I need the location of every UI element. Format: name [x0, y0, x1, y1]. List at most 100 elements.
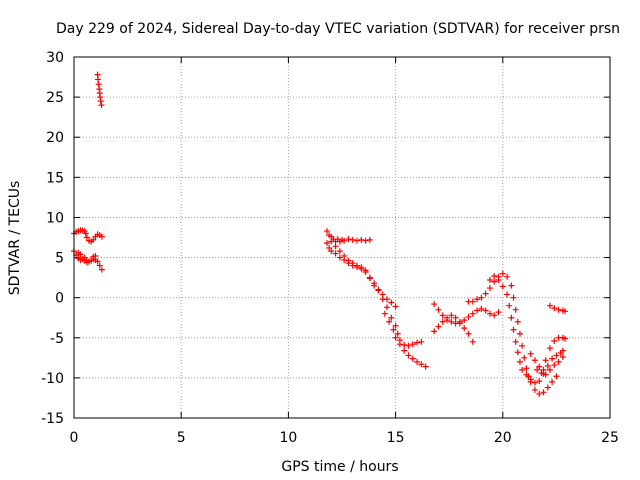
data-point	[439, 312, 446, 319]
data-point	[482, 290, 489, 297]
data-point	[456, 318, 463, 325]
data-point	[561, 308, 568, 315]
y-tick-label: 15	[46, 170, 64, 186]
data-point	[401, 347, 408, 354]
data-point	[358, 236, 365, 243]
data-point	[549, 378, 556, 385]
data-point	[414, 358, 421, 365]
series-evening-low	[431, 301, 502, 327]
data-point	[345, 236, 352, 243]
data-point	[551, 305, 558, 312]
x-tick-label: 10	[279, 430, 297, 446]
data-point	[326, 244, 333, 251]
y-axis-label: SDTVAR / TECUs	[7, 181, 23, 296]
data-point	[349, 236, 356, 243]
data-point	[371, 282, 378, 289]
y-tick-label: -5	[50, 331, 64, 347]
data-point	[551, 337, 558, 344]
data-point	[461, 317, 468, 324]
data-point	[341, 237, 348, 244]
data-point	[519, 342, 526, 349]
data-point	[534, 366, 541, 373]
data-point	[362, 267, 369, 274]
data-point	[540, 366, 547, 373]
x-tick-label: 25	[601, 430, 619, 446]
data-point	[448, 312, 455, 319]
data-point	[512, 306, 519, 313]
data-point	[482, 307, 489, 314]
data-point	[514, 349, 521, 356]
series-early-high	[71, 227, 105, 245]
data-point	[394, 330, 401, 337]
data-point	[499, 283, 506, 290]
data-point	[435, 323, 442, 330]
series-midday-lower	[323, 240, 429, 370]
series-midday-branch	[328, 238, 425, 349]
data-point	[474, 296, 481, 303]
data-point	[486, 277, 493, 284]
plot-frame	[73, 56, 611, 419]
y-tick-label: -15	[41, 411, 64, 427]
data-point	[354, 237, 361, 244]
data-point	[345, 257, 352, 264]
data-point	[508, 314, 515, 321]
data-point	[341, 252, 348, 259]
data-point	[469, 298, 476, 305]
data-point	[510, 326, 517, 333]
data-point	[516, 330, 523, 337]
data-point	[551, 362, 558, 369]
x-tick-label: 5	[177, 430, 186, 446]
data-point	[516, 358, 523, 365]
data-point	[536, 378, 543, 385]
data-point	[349, 260, 356, 267]
data-point	[536, 390, 543, 397]
data-point	[555, 358, 562, 365]
data-point	[510, 294, 517, 301]
data-point	[478, 305, 485, 312]
data-point	[444, 314, 451, 321]
data-point	[546, 366, 553, 373]
data-point	[478, 294, 485, 301]
data-point	[431, 328, 438, 335]
data-point	[555, 306, 562, 313]
data-point	[491, 278, 498, 285]
series-evening-mid	[431, 312, 476, 345]
data-point	[375, 286, 382, 293]
series-early-spike	[94, 71, 105, 109]
data-point	[439, 318, 446, 325]
data-point	[504, 291, 511, 298]
data-point	[366, 275, 373, 282]
data-point	[83, 259, 90, 266]
data-point	[512, 338, 519, 345]
data-point	[323, 228, 330, 235]
data-point	[452, 314, 459, 321]
data-point	[409, 355, 416, 362]
data-point	[422, 363, 429, 370]
data-point	[82, 230, 89, 237]
data-point	[358, 264, 365, 271]
data-point	[396, 337, 403, 344]
series-late	[527, 302, 568, 378]
data-point	[491, 273, 498, 280]
data-point	[418, 338, 425, 345]
y-tick-label: 0	[55, 291, 64, 307]
data-point	[506, 302, 513, 309]
x-tick-label: 0	[70, 430, 79, 446]
data-point	[495, 309, 502, 316]
data-point	[414, 339, 421, 346]
data-point	[531, 357, 538, 364]
data-point	[536, 363, 543, 370]
data-point	[332, 243, 339, 250]
data-point	[381, 310, 388, 317]
data-point	[435, 306, 442, 313]
data-point	[98, 102, 105, 109]
data-points	[71, 71, 568, 397]
data-point	[542, 357, 549, 364]
data-point	[405, 352, 412, 359]
data-point	[95, 76, 102, 83]
data-point	[388, 314, 395, 321]
data-point	[461, 325, 468, 332]
data-point	[527, 376, 534, 383]
data-point	[531, 386, 538, 393]
